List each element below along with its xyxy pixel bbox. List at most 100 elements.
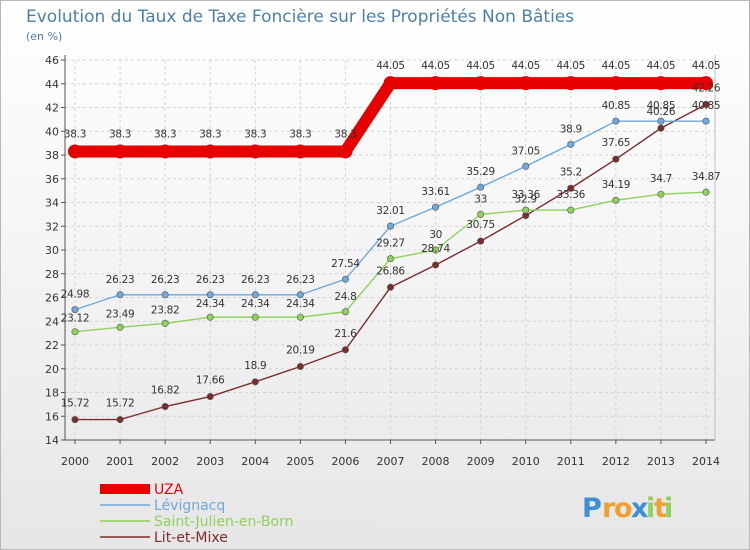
data-label: 33.36: [557, 189, 586, 201]
data-point: [248, 144, 263, 159]
data-label: 33.61: [421, 186, 450, 198]
data-label: 34.7: [650, 173, 672, 185]
data-point: [68, 144, 82, 159]
data-label: 40.85: [692, 100, 721, 112]
data-label: 44.05: [466, 60, 495, 72]
x-tick-label: 2012: [602, 455, 630, 468]
y-tick-label: 18: [45, 387, 59, 400]
data-label: 38.3: [109, 128, 131, 140]
x-tick-label: 2013: [647, 455, 675, 468]
data-point: [206, 313, 214, 321]
data-labels: 38.3 38.3 38.3 38.3 38.3 38.3 38.3 44.05 44.05 44…: [61, 60, 721, 409]
y-tick-label: 34: [45, 197, 59, 210]
grid: [65, 59, 715, 441]
data-point: [383, 76, 398, 91]
x-tick-label: 2003: [196, 455, 224, 468]
data-label: 16.82: [151, 385, 180, 397]
x-tick-label: 2000: [61, 455, 89, 468]
data-label: 23.49: [106, 308, 135, 320]
data-point: [608, 76, 623, 91]
data-point: [296, 313, 304, 321]
data-label: 26.23: [196, 274, 225, 286]
data-label: 18.9: [244, 360, 266, 372]
y-tick-label: 16: [45, 410, 59, 423]
data-point: [432, 203, 440, 211]
data-point: [518, 76, 533, 91]
data-point: [341, 308, 349, 316]
x-tick-label: 2008: [422, 455, 450, 468]
x-tick-label: 2001: [106, 455, 134, 468]
data-label: 44.05: [376, 60, 405, 72]
x-tick-label: 2006: [331, 455, 359, 468]
data-label: 29.27: [376, 238, 405, 250]
data-label: 40.85: [647, 100, 676, 112]
data-label: 44.05: [647, 60, 676, 72]
x-tick-label: 2009: [467, 455, 495, 468]
data-point: [567, 184, 575, 192]
data-label: 38.3: [64, 128, 86, 140]
x-tick-label: 2004: [241, 455, 269, 468]
data-point: [522, 206, 530, 214]
data-label: 24.34: [241, 298, 270, 310]
data-label: 15.72: [61, 398, 90, 410]
data-label: 33.36: [511, 189, 540, 201]
data-label: 34.87: [692, 171, 721, 183]
data-label: 38.3: [334, 128, 356, 140]
logo-letter: x: [631, 493, 648, 524]
chart-subtitle: (en %): [26, 30, 62, 43]
y-tick-label: 26: [45, 292, 59, 305]
data-point: [428, 76, 443, 91]
data-point: [203, 144, 218, 159]
data-point: [612, 196, 620, 204]
legend-label-3: Lit-et-Mixe: [154, 530, 228, 546]
x-tick-label: 2011: [557, 455, 585, 468]
data-point: [612, 117, 620, 125]
data-label: 23.12: [61, 313, 90, 325]
data-label: 35.2: [560, 166, 582, 178]
data-point: [567, 206, 575, 214]
y-tick-label: 44: [45, 78, 59, 91]
data-point: [653, 76, 668, 91]
data-point: [567, 140, 575, 148]
y-tick-label: 14: [45, 434, 59, 447]
data-label: 42.26: [692, 82, 721, 94]
series-group: [68, 76, 713, 424]
data-point: [563, 76, 578, 91]
data-point: [657, 117, 665, 125]
data-point: [386, 283, 394, 291]
data-label: 21.6: [334, 328, 357, 340]
x-tick-label: 2014: [692, 455, 720, 468]
y-tick-label: 30: [45, 244, 59, 257]
data-label: 26.86: [376, 265, 405, 277]
data-point: [386, 255, 394, 263]
data-point: [116, 416, 124, 424]
data-point: [657, 124, 665, 132]
data-label: 34.19: [602, 179, 631, 191]
data-label: 35.29: [466, 166, 495, 178]
logo-letter: i: [646, 493, 655, 524]
x-tick-label: 2005: [286, 455, 314, 468]
data-label: 38.9: [560, 123, 582, 135]
data-point: [699, 76, 713, 91]
data-label: 26.23: [151, 274, 180, 286]
data-point: [341, 346, 349, 354]
data-point: [71, 328, 79, 336]
data-point: [702, 188, 710, 196]
data-point: [71, 416, 79, 424]
data-point: [296, 291, 304, 299]
data-label: 24.34: [286, 298, 315, 310]
data-label: 28.74: [421, 243, 450, 255]
y-tick-label: 38: [45, 149, 59, 162]
y-tick-label: 24: [45, 315, 59, 328]
data-point: [657, 190, 665, 198]
data-label: 20.19: [286, 344, 315, 356]
data-label: 44.05: [557, 60, 586, 72]
data-point: [251, 291, 259, 299]
data-label: 24.34: [196, 298, 225, 310]
y-tick-label: 36: [45, 173, 59, 186]
data-label: 40.26: [647, 106, 676, 118]
y-tick-label: 42: [45, 102, 59, 115]
data-point: [522, 162, 530, 170]
data-label: 33: [474, 193, 487, 205]
